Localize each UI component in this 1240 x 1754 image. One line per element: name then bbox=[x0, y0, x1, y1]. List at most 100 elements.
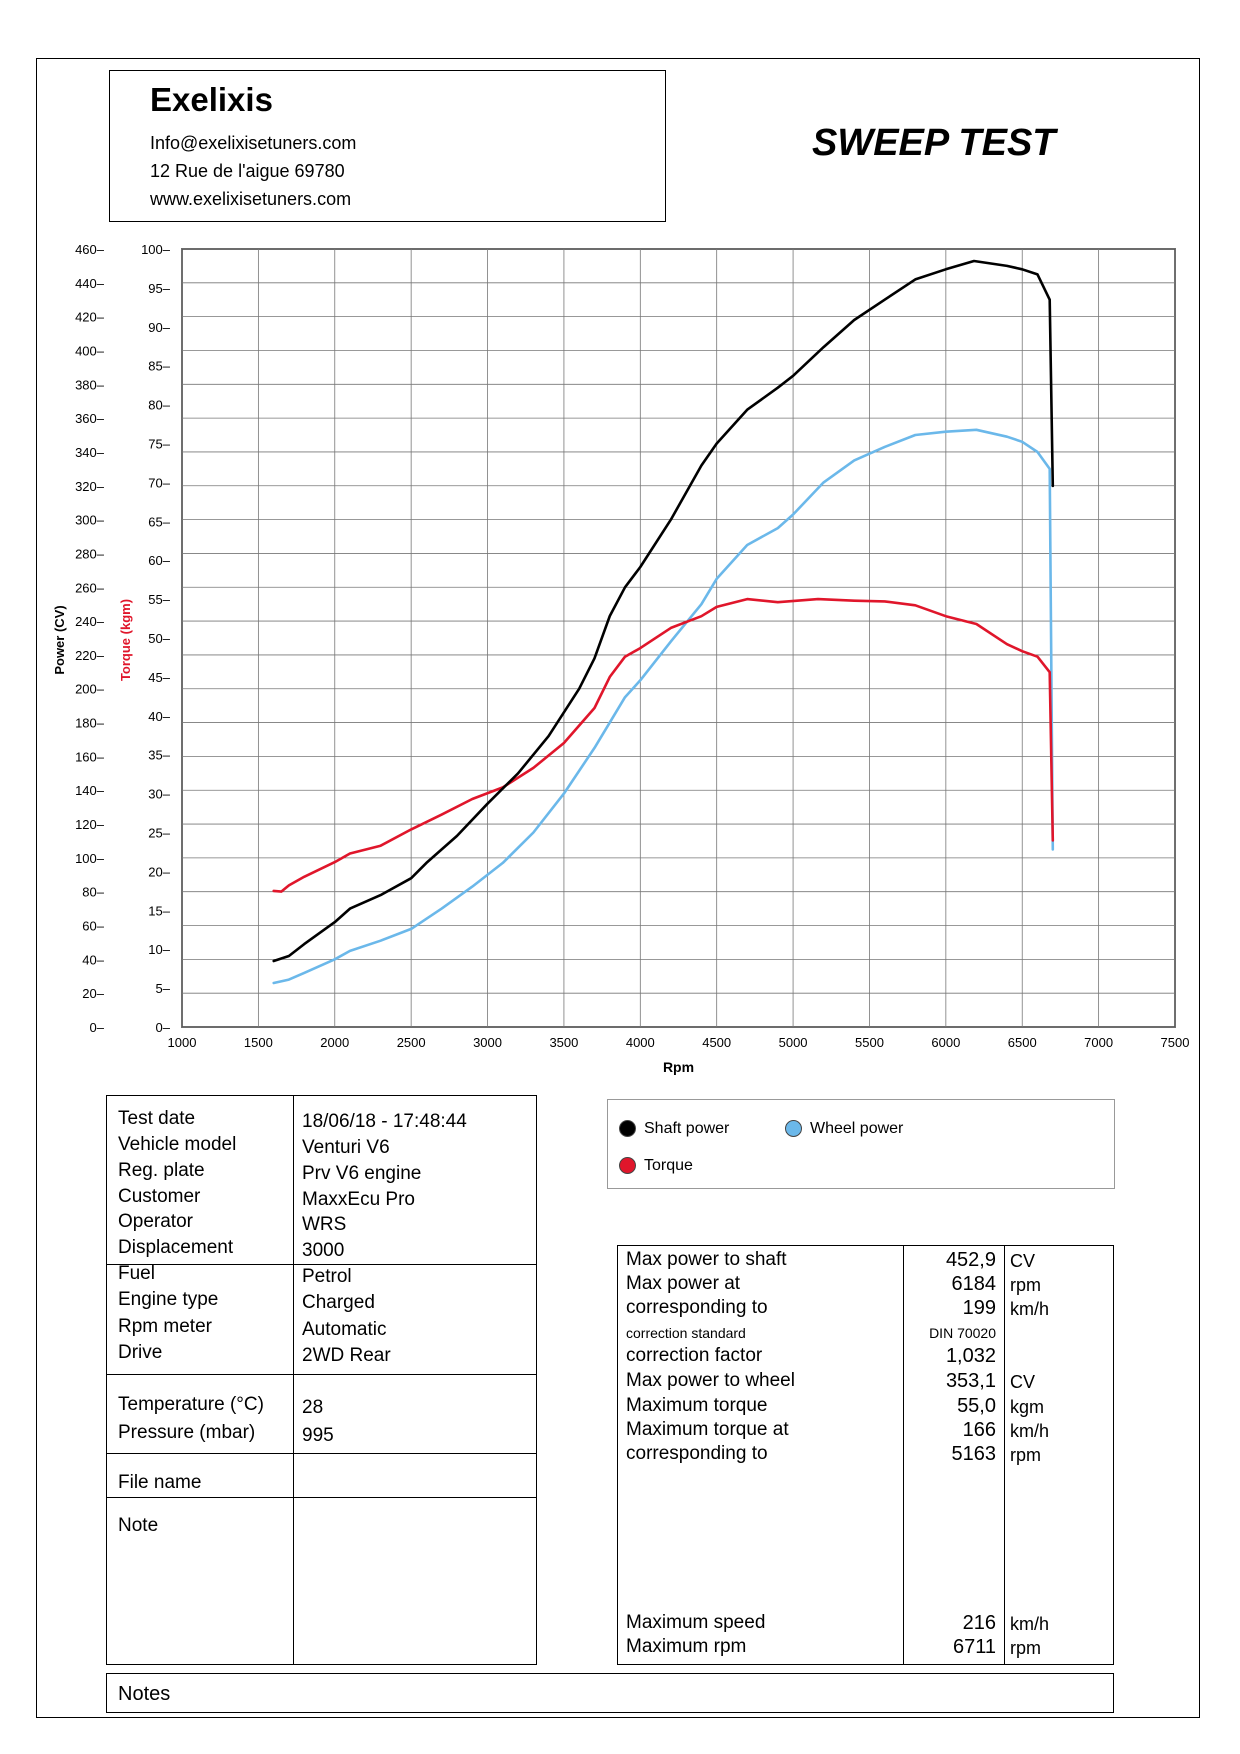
power-axis-title: Power (CV) bbox=[52, 605, 67, 674]
power-tick-label: 380– bbox=[75, 377, 105, 392]
result-unit: km/h bbox=[1010, 1614, 1050, 1634]
info-label: Customer bbox=[118, 1186, 201, 1207]
power-tick-label: 180– bbox=[75, 716, 105, 731]
info-value: 2WD Rear bbox=[302, 1345, 391, 1366]
result-label: Maximum torque bbox=[626, 1395, 768, 1416]
power-tick-label: 360– bbox=[75, 411, 105, 426]
power-tick-label: 140– bbox=[75, 783, 105, 798]
torque-tick-label: 80– bbox=[148, 398, 170, 413]
x-tick-label: 6500 bbox=[1008, 1035, 1037, 1050]
test-info-table bbox=[106, 1095, 537, 1665]
result-unit: rpm bbox=[1010, 1275, 1041, 1295]
power-tick-label: 40– bbox=[82, 952, 104, 967]
x-tick-label: 1000 bbox=[168, 1035, 197, 1050]
torque-tick-label: 100– bbox=[141, 242, 171, 257]
chart-legend: Shaft power Wheel power Torque bbox=[607, 1099, 1115, 1189]
result-label: correction standard bbox=[626, 1325, 746, 1341]
results-table bbox=[617, 1245, 1114, 1665]
info-label: Test date bbox=[118, 1108, 196, 1129]
info-label: Temperature (°C) bbox=[118, 1394, 264, 1415]
power-tick-label: 240– bbox=[75, 614, 105, 629]
torque-tick-label: 95– bbox=[148, 281, 170, 296]
legend-label-wheel: Wheel power bbox=[810, 1120, 904, 1137]
table-divider bbox=[903, 1246, 904, 1664]
wheel-power-legend-marker bbox=[785, 1120, 802, 1137]
torque-tick-label: 15– bbox=[148, 903, 170, 918]
info-label: Note bbox=[118, 1515, 159, 1536]
power-tick-label: 100– bbox=[75, 851, 105, 866]
result-label: Maximum rpm bbox=[626, 1636, 747, 1657]
result-value: 166 bbox=[962, 1419, 996, 1441]
result-unit: rpm bbox=[1010, 1638, 1041, 1658]
power-tick-label: 80– bbox=[82, 885, 104, 900]
company-email: Info@exelixisetuners.com bbox=[150, 133, 357, 153]
result-unit: rpm bbox=[1010, 1445, 1041, 1465]
info-value: Petrol bbox=[302, 1266, 352, 1287]
info-label: File name bbox=[118, 1472, 202, 1493]
result-label: Max power to wheel bbox=[626, 1370, 795, 1391]
result-value: 353,1 bbox=[945, 1370, 996, 1392]
result-label: corresponding to bbox=[626, 1443, 768, 1464]
torque-tick-label: 90– bbox=[148, 320, 170, 335]
result-value: 1,032 bbox=[945, 1345, 996, 1367]
result-label: Maximum torque at bbox=[626, 1419, 789, 1440]
x-tick-label: 5000 bbox=[779, 1035, 808, 1050]
info-value: MaxxEcu Pro bbox=[302, 1189, 415, 1210]
torque-tick-label: 30– bbox=[148, 787, 170, 802]
plot-area bbox=[181, 248, 1176, 1028]
result-label: correction factor bbox=[626, 1345, 763, 1366]
table-divider bbox=[107, 1497, 536, 1498]
power-tick-label: 200– bbox=[75, 682, 105, 697]
torque-tick-label: 45– bbox=[148, 670, 170, 685]
shaft-power-legend-marker bbox=[619, 1120, 636, 1137]
torque-line bbox=[272, 597, 1055, 893]
x-axis-title: Rpm bbox=[663, 1059, 694, 1075]
notes-label: Notes bbox=[118, 1683, 171, 1705]
info-label: Operator bbox=[118, 1211, 193, 1232]
torque-tick-label: 75– bbox=[148, 437, 170, 452]
x-tick-label: 3500 bbox=[549, 1035, 578, 1050]
power-tick-label: 0– bbox=[90, 1020, 105, 1035]
report-title: SWEEP TEST bbox=[812, 122, 1056, 164]
torque-tick-label: 35– bbox=[148, 748, 170, 763]
torque-tick-label: 65– bbox=[148, 514, 170, 529]
power-tick-label: 280– bbox=[75, 546, 105, 561]
power-tick-label: 260– bbox=[75, 580, 105, 595]
result-label: Maximum speed bbox=[626, 1612, 766, 1633]
result-value: 6184 bbox=[951, 1273, 997, 1295]
x-tick-label: 7000 bbox=[1084, 1035, 1113, 1050]
torque-legend-marker bbox=[619, 1157, 636, 1174]
info-value: Charged bbox=[302, 1292, 375, 1313]
info-value: 18/06/18 - 17:48:44 bbox=[302, 1111, 467, 1132]
torque-tick-label: 5– bbox=[156, 981, 171, 996]
power-tick-label: 460– bbox=[75, 242, 105, 257]
table-divider bbox=[107, 1374, 536, 1375]
table-divider bbox=[293, 1096, 294, 1664]
info-value: 3000 bbox=[302, 1240, 345, 1261]
result-value: 452,9 bbox=[945, 1249, 996, 1271]
company-name: Exelixis bbox=[150, 81, 273, 118]
legend-label-torque: Torque bbox=[644, 1157, 693, 1174]
result-label: Max power to shaft bbox=[626, 1249, 787, 1270]
info-label: Reg. plate bbox=[118, 1160, 205, 1181]
table-divider bbox=[1004, 1246, 1005, 1664]
x-tick-label: 6000 bbox=[931, 1035, 960, 1050]
shaft-power-line bbox=[272, 259, 1055, 963]
result-label: corresponding to bbox=[626, 1297, 768, 1318]
power-tick-label: 120– bbox=[75, 817, 105, 832]
torque-tick-label: 10– bbox=[148, 942, 170, 957]
power-tick-label: 440– bbox=[75, 276, 105, 291]
info-value: Venturi V6 bbox=[302, 1137, 390, 1158]
power-tick-label: 420– bbox=[75, 310, 105, 325]
x-tick-label: 4000 bbox=[626, 1035, 655, 1050]
result-unit: CV bbox=[1010, 1251, 1036, 1271]
power-tick-label: 160– bbox=[75, 749, 105, 764]
power-tick-label: 300– bbox=[75, 513, 105, 528]
info-label: Rpm meter bbox=[118, 1316, 212, 1337]
power-tick-label: 60– bbox=[82, 919, 104, 934]
result-value: 216 bbox=[962, 1612, 996, 1634]
power-tick-label: 220– bbox=[75, 648, 105, 663]
power-tick-label: 340– bbox=[75, 445, 105, 460]
info-label: Fuel bbox=[118, 1263, 155, 1284]
x-tick-label: 2500 bbox=[397, 1035, 426, 1050]
